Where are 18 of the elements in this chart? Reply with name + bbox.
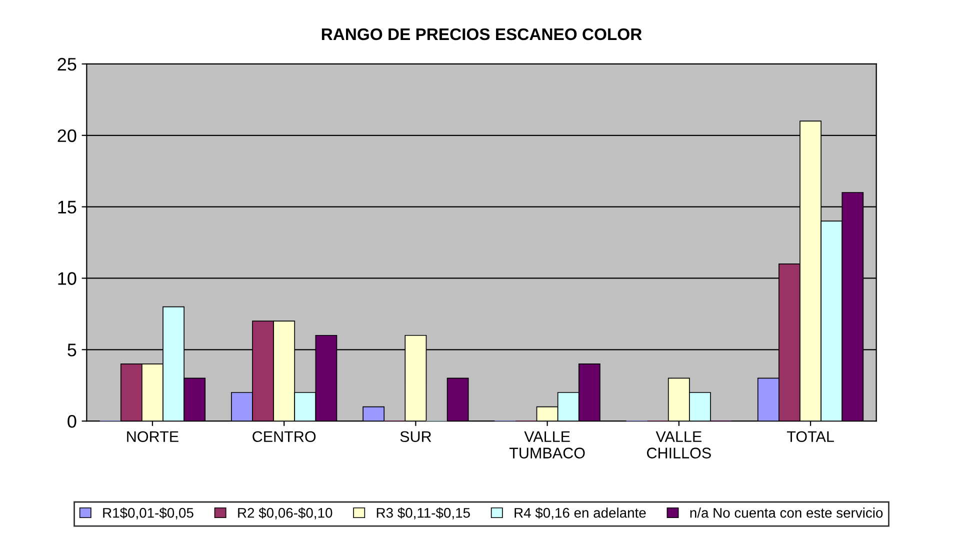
y-tick-label: 20 <box>58 129 76 142</box>
x-tick-label: CENTRO <box>252 431 316 442</box>
legend-label: R2 $0,06-$0,10 <box>238 507 332 520</box>
legend-label: n/a No cuenta con este servicio <box>690 508 883 518</box>
legend-label: R3 $0,11-$0,15 <box>376 507 470 520</box>
y-tick-label: 25 <box>58 58 76 71</box>
x-tick-label: VALLE TUMBACO <box>509 431 585 458</box>
y-tick-label: 15 <box>58 200 76 214</box>
legend-label: R1$0,01-$0,05 <box>103 507 194 520</box>
chart-title: RANGO DE PRECIOS ESCANEO COLOR <box>322 28 642 40</box>
x-tick-label: VALLE CHILLOS <box>647 431 711 458</box>
y-tick-label: 0 <box>68 415 76 428</box>
x-tick-label: TOTAL <box>786 431 834 442</box>
x-tick-label: NORTE <box>127 431 178 442</box>
x-tick-label: SUR <box>400 431 432 442</box>
y-tick-label: 5 <box>68 344 76 356</box>
legend-label: R4 $0,16 en adelante <box>514 507 646 520</box>
y-tick-label: 10 <box>58 272 76 285</box>
